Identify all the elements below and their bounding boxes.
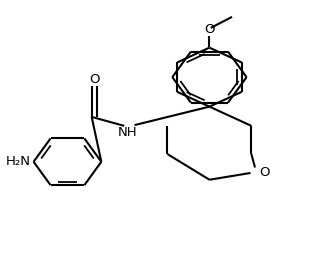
Text: NH: NH — [118, 126, 137, 139]
Text: O: O — [259, 166, 270, 178]
Text: O: O — [204, 24, 215, 36]
Text: H₂N: H₂N — [6, 155, 31, 168]
Text: O: O — [89, 73, 99, 86]
